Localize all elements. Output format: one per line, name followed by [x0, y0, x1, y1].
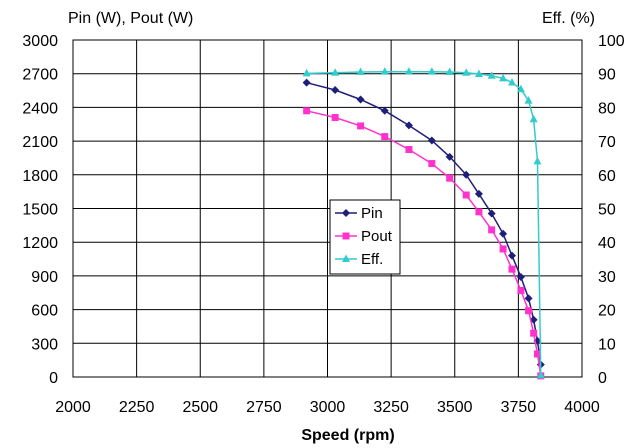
- data-point-eff: [404, 67, 413, 75]
- legend-label-pout: Pout: [361, 228, 393, 245]
- data-point-pout: [357, 122, 365, 130]
- legend-marker-pout: [342, 232, 350, 240]
- data-point-pin: [302, 78, 311, 87]
- gridlines: [73, 40, 582, 377]
- right-y-tick-label: 60: [598, 168, 616, 185]
- data-point-eff: [524, 96, 533, 104]
- data-point-eff: [356, 67, 365, 76]
- series-layer: [302, 67, 545, 380]
- x-tick-label: 2250: [119, 399, 155, 416]
- right-y-tick-label: 50: [598, 202, 616, 219]
- right-y-tick-label: 70: [598, 134, 616, 151]
- left-axis-title: Pin (W), Pout (W): [68, 10, 193, 27]
- left-y-tick-label: 600: [31, 303, 58, 320]
- data-point-eff: [427, 67, 436, 75]
- x-axis-ticks: 2000 2250 2500 2750 3000 3250 3500 3750 4000: [55, 399, 600, 416]
- x-tick-label: 2750: [246, 399, 282, 416]
- data-point-pout: [428, 160, 436, 168]
- right-y-tick-label: 10: [598, 336, 616, 353]
- data-point-pout: [381, 133, 389, 141]
- legend-marker-pin: [342, 209, 350, 217]
- data-point-pout: [446, 174, 454, 182]
- data-point-pout: [488, 226, 496, 234]
- left-y-tick-label: 900: [31, 269, 58, 286]
- data-point-pout: [475, 208, 483, 216]
- data-point-pout: [303, 107, 311, 115]
- right-y-axis-ticks: 0 10 20 30 40 50 60 70 80 90 100: [598, 33, 625, 387]
- right-axis-title: Eff. (%): [542, 10, 595, 27]
- data-point-pin: [499, 229, 508, 238]
- data-point-pout: [517, 287, 525, 295]
- left-y-tick-label: 300: [31, 336, 58, 353]
- data-point-eff: [516, 84, 525, 93]
- data-point-eff: [508, 77, 517, 86]
- left-y-tick-label: 1800: [22, 168, 58, 185]
- data-point-pout: [499, 245, 507, 253]
- right-y-tick-label: 90: [598, 67, 616, 84]
- data-point-pout: [530, 329, 538, 337]
- left-y-tick-label: 1500: [22, 202, 58, 219]
- data-point-pin: [474, 189, 483, 198]
- data-point-pin: [508, 251, 517, 260]
- legend-item-eff: Eff.: [335, 251, 383, 268]
- left-y-tick-label: 2700: [22, 67, 58, 84]
- legend-item-pin: Pin: [335, 205, 383, 222]
- data-point-eff: [331, 68, 340, 76]
- data-point-eff: [499, 73, 508, 82]
- data-point-eff: [462, 68, 471, 76]
- legend-label-eff: Eff.: [361, 251, 383, 268]
- x-tick-label: 3750: [501, 399, 537, 416]
- data-point-eff: [380, 67, 389, 75]
- data-point-pin: [404, 121, 413, 130]
- data-point-eff: [474, 69, 483, 78]
- left-y-tick-label: 3000: [22, 33, 58, 50]
- data-point-eff: [529, 114, 538, 123]
- data-point-eff: [536, 370, 545, 379]
- data-point-eff: [487, 71, 496, 79]
- right-y-tick-label: 100: [598, 33, 625, 50]
- data-point-pin: [487, 209, 496, 218]
- right-y-tick-label: 40: [598, 235, 616, 252]
- x-tick-label: 2000: [55, 399, 91, 416]
- left-y-tick-label: 1200: [22, 235, 58, 252]
- right-y-tick-label: 0: [598, 370, 607, 387]
- data-point-pin: [516, 273, 525, 282]
- left-y-tick-label: 0: [49, 370, 58, 387]
- series-eff: [302, 67, 545, 379]
- data-point-pin: [524, 294, 533, 303]
- data-point-pin: [462, 170, 471, 179]
- right-y-tick-label: 80: [598, 100, 616, 117]
- data-point-eff: [302, 68, 311, 77]
- x-tick-label: 2500: [182, 399, 218, 416]
- left-y-tick-label: 2400: [22, 100, 58, 117]
- x-tick-label: 4000: [564, 399, 600, 416]
- data-point-pin: [427, 136, 436, 145]
- data-point-pout: [533, 350, 541, 358]
- data-point-pout: [508, 265, 516, 273]
- x-axis-title: Speed (rpm): [301, 427, 394, 444]
- data-point-eff: [533, 156, 542, 165]
- legend-marker-eff: [342, 254, 350, 262]
- legend: Pin Pout Eff.: [329, 199, 401, 275]
- data-point-pout: [405, 146, 413, 154]
- x-tick-label: 3250: [373, 399, 409, 416]
- data-point-pout: [462, 191, 470, 199]
- x-tick-label: 3500: [437, 399, 473, 416]
- data-point-pout: [525, 307, 533, 315]
- data-point-pout: [331, 114, 339, 122]
- right-y-tick-label: 30: [598, 269, 616, 286]
- data-point-pin: [445, 152, 454, 161]
- right-y-tick-label: 20: [598, 303, 616, 320]
- series-pin: [302, 78, 545, 369]
- left-y-tick-label: 2100: [22, 134, 58, 151]
- data-point-eff: [445, 67, 454, 76]
- data-point-pin: [380, 106, 389, 115]
- left-y-axis-ticks: 0 300 600 900 1200 1500 1800 2100 2400 2700 3000: [22, 33, 58, 387]
- x-tick-label: 3000: [310, 399, 346, 416]
- data-point-pin: [331, 85, 340, 94]
- legend-label-pin: Pin: [361, 205, 383, 222]
- data-point-pin: [356, 95, 365, 104]
- legend-item-pout: Pout: [335, 228, 393, 245]
